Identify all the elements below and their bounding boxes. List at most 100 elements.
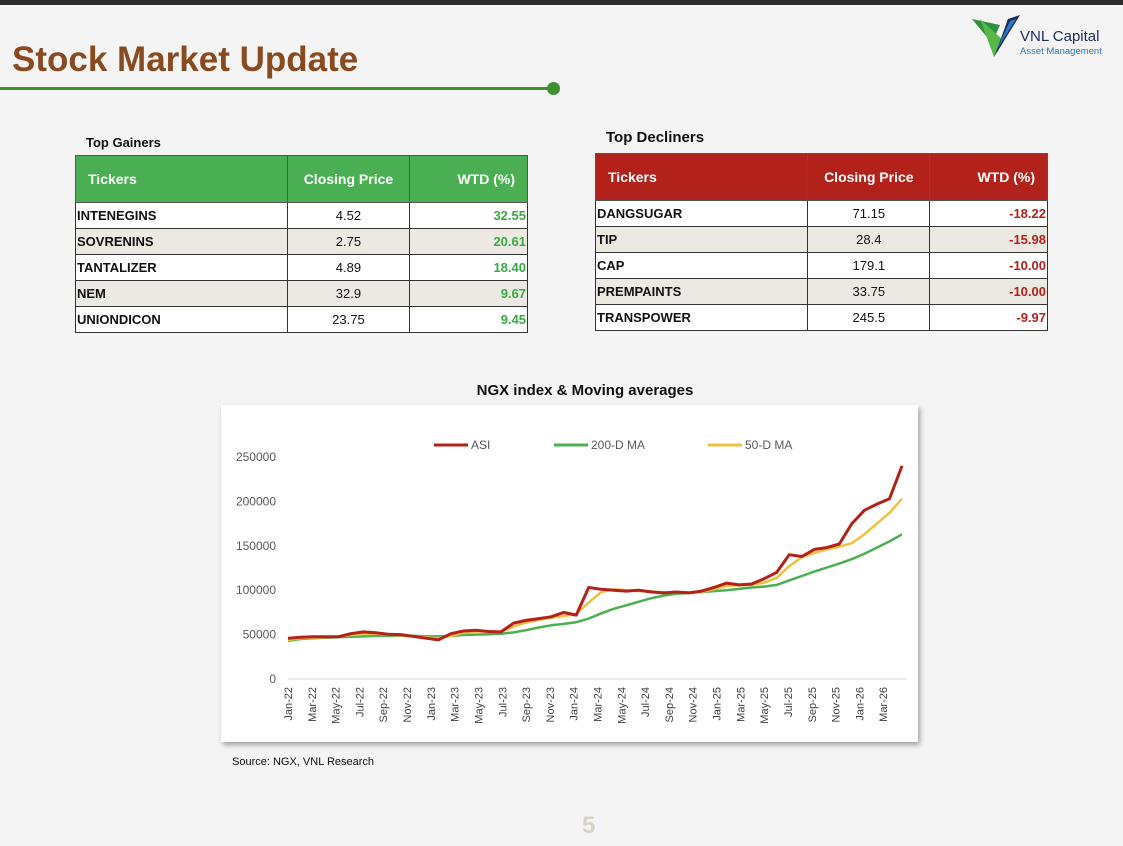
source-note: Source: NGX, VNL Research	[232, 756, 375, 768]
x-tick-label: Jan-25	[712, 687, 724, 721]
y-tick-label: 50000	[243, 628, 277, 642]
ticker-cell: UNIONDICON	[75, 306, 288, 333]
table-header-row: Tickers Closing Price WTD (%)	[594, 153, 1048, 201]
x-tick-label: Mar-24	[593, 687, 605, 722]
chart-title: NGX index & Moving averages	[476, 382, 694, 399]
price-cell: 4.52	[286, 202, 411, 229]
title-underline-dot	[547, 82, 560, 95]
wtd-cell: -10.00	[929, 252, 1048, 279]
x-tick-label: Sep-22	[378, 687, 390, 722]
price-cell: 179.1	[807, 252, 931, 279]
table-row: TANTALIZER 4.89 18.40	[75, 254, 528, 281]
top-gainers-table: Tickers Closing Price WTD (%) INTENEGINS…	[75, 155, 528, 333]
x-tick-label: Jan-26	[854, 687, 866, 721]
wtd-cell: -10.00	[929, 278, 1048, 305]
chart-container: 0 50000 100000 150000 200000 250000 Jan-22 Mar-…	[221, 405, 918, 742]
y-tick-label: 200000	[236, 494, 276, 508]
price-cell: 32.9	[286, 280, 411, 307]
logo-name: VNL Capital	[1020, 28, 1100, 45]
table-row: TIP 28.4 -15.98	[594, 226, 1048, 253]
x-tick-label: Jan-22	[283, 687, 295, 721]
column-header-closing-price: Closing Price	[286, 155, 411, 203]
x-tick-label: Sep-25	[807, 687, 819, 722]
x-tick-label: Jan-23	[426, 687, 438, 721]
x-tick-label: Jul-22	[354, 687, 366, 717]
title-underline	[0, 87, 553, 90]
x-tick-label: May-23	[473, 687, 485, 724]
decliners-caption: Top Decliners	[606, 129, 705, 146]
wtd-cell: -15.98	[929, 226, 1048, 253]
price-cell: 4.89	[286, 254, 411, 281]
top-decliners-table: Tickers Closing Price WTD (%) DANGSUGAR …	[594, 153, 1048, 331]
table-row: UNIONDICON 23.75 9.45	[75, 306, 528, 333]
wtd-cell: 9.67	[409, 280, 528, 307]
x-tick-label: May-25	[759, 687, 771, 724]
page-title: Stock Market Update	[12, 40, 359, 79]
ticker-cell: TIP	[594, 226, 809, 253]
y-tick-label: 0	[269, 672, 276, 686]
ticker-cell: SOVRENINS	[75, 228, 288, 255]
series-line-asi	[287, 465, 904, 642]
x-tick-label: Sep-24	[664, 687, 676, 722]
column-header-wtd: WTD (%)	[409, 155, 528, 203]
x-tick-label: May-22	[331, 687, 343, 724]
x-tick-label: Mar-25	[735, 687, 747, 722]
wtd-cell: -9.97	[929, 304, 1048, 331]
x-tick-label: Jul-23	[497, 687, 509, 717]
ticker-cell: INTENEGINS	[75, 202, 288, 229]
vnl-logo-icon	[972, 15, 1020, 57]
wtd-cell: 18.40	[409, 254, 528, 281]
ticker-cell: CAP	[594, 252, 809, 279]
legend-label: 50-D MA	[745, 438, 792, 452]
table-row: CAP 179.1 -10.00	[594, 252, 1048, 279]
x-tick-label: Nov-22	[402, 687, 414, 722]
legend-label: ASI	[471, 438, 490, 452]
page-number: 5	[582, 812, 596, 839]
table-row: SOVRENINS 2.75 20.61	[75, 228, 528, 255]
wtd-cell: -18.22	[929, 200, 1048, 227]
wtd-cell: 9.45	[409, 306, 528, 333]
price-cell: 28.4	[807, 226, 931, 253]
y-tick-label: 100000	[236, 583, 276, 597]
logo-tagline: Asset Management	[1020, 46, 1102, 57]
x-tick-label: Nov-23	[545, 687, 557, 722]
price-cell: 71.15	[807, 200, 931, 227]
x-tick-label: Jul-24	[640, 687, 652, 717]
series-line-50-d-ma	[287, 497, 903, 642]
column-header-tickers: Tickers	[75, 155, 288, 203]
legend-label: 200-D MA	[591, 438, 645, 452]
x-tick-label: May-24	[616, 687, 628, 724]
y-tick-label: 150000	[236, 539, 276, 553]
x-tick-label: Jan-24	[569, 687, 581, 721]
wtd-cell: 20.61	[409, 228, 528, 255]
x-tick-label: Mar-22	[307, 687, 319, 722]
x-tick-label: Nov-24	[688, 687, 700, 722]
ngx-chart: 0 50000 100000 150000 200000 250000 Jan-22 Mar-…	[236, 438, 907, 724]
x-tick-label: Mar-23	[450, 687, 462, 722]
top-border	[0, 0, 1123, 5]
x-tick-label: Sep-23	[521, 687, 533, 722]
price-cell: 23.75	[286, 306, 411, 333]
wtd-cell: 32.55	[409, 202, 528, 229]
x-tick-label: Jul-25	[783, 687, 795, 717]
y-tick-label: 250000	[236, 450, 276, 464]
table-row: TRANSPOWER 245.5 -9.97	[594, 304, 1048, 331]
ticker-cell: DANGSUGAR	[594, 200, 809, 227]
table-row: DANGSUGAR 71.15 -18.22	[594, 200, 1048, 227]
price-cell: 2.75	[286, 228, 411, 255]
table-row: NEM 32.9 9.67	[75, 280, 528, 307]
column-header-tickers: Tickers	[594, 153, 809, 201]
ticker-cell: PREMPAINTS	[594, 278, 809, 305]
price-cell: 33.75	[807, 278, 931, 305]
table-row: PREMPAINTS 33.75 -10.00	[594, 278, 1048, 305]
column-header-wtd: WTD (%)	[929, 153, 1048, 201]
ticker-cell: TANTALIZER	[75, 254, 288, 281]
table-header-row: Tickers Closing Price WTD (%)	[75, 155, 528, 203]
x-tick-label: Nov-25	[831, 687, 843, 722]
ticker-cell: TRANSPOWER	[594, 304, 809, 331]
table-row: INTENEGINS 4.52 32.55	[75, 202, 528, 229]
column-header-closing-price: Closing Price	[807, 153, 931, 201]
gainers-caption: Top Gainers	[86, 135, 161, 150]
x-tick-label: Mar-26	[878, 687, 890, 722]
ticker-cell: NEM	[75, 280, 288, 307]
